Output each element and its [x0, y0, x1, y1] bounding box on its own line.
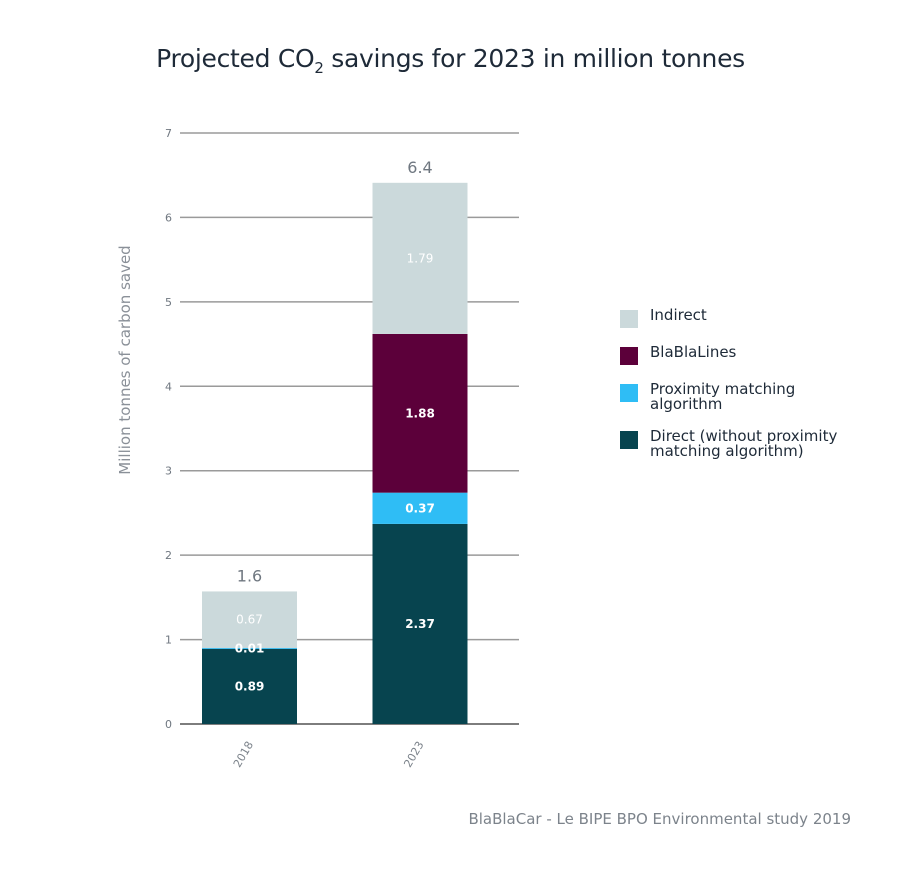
- segment-value-label: 0.67: [236, 613, 263, 627]
- legend-label: Direct (without proximity matching algor…: [650, 427, 838, 460]
- legend-item: Direct (without proximity matching algor…: [620, 429, 880, 459]
- bar-segment: [372, 523, 468, 724]
- legend-swatch: [620, 347, 638, 365]
- title-main: Projected CO: [156, 44, 315, 73]
- bar-segment: [372, 492, 468, 524]
- segment-value-label: 1.88: [405, 406, 435, 420]
- bar-segment: [372, 333, 468, 493]
- y-tick-label: 5: [165, 296, 172, 309]
- y-tick-label: 0: [165, 718, 172, 731]
- source-note: BlaBlaCar - Le BIPE BPO Environmental st…: [468, 810, 851, 828]
- legend-swatch: [620, 431, 638, 449]
- bar-group-2023: 2.37 0.37 1.88 1.79 6.4: [372, 158, 468, 724]
- legend-label: Proximity matching algorithm: [650, 380, 796, 413]
- x-tick-label: 2023: [401, 739, 426, 770]
- segment-value-label: 0.01: [235, 641, 265, 655]
- y-tick-label: 7: [165, 127, 172, 140]
- bar-segment: [202, 648, 297, 724]
- bar-segment: [372, 182, 468, 334]
- segment-value-label: 1.79: [407, 251, 434, 265]
- y-tick-label: 1: [165, 634, 172, 647]
- legend-item: Indirect: [620, 308, 880, 328]
- x-tick-label: 2018: [231, 739, 256, 770]
- y-axis-label: Million tonnes of carbon saved: [116, 245, 134, 474]
- chart-title: Projected CO2 savings for 2023 in millio…: [0, 44, 901, 77]
- legend-swatch: [620, 384, 638, 402]
- y-tick-label: 3: [165, 465, 172, 478]
- y-tick-label: 4: [165, 380, 172, 393]
- y-tick-labels: 0 1 2 3 4 5 6 7: [165, 127, 172, 731]
- segment-value-label: 0.37: [405, 501, 435, 515]
- segment-value-label: 0.89: [235, 679, 265, 693]
- segment-value-label: 2.37: [405, 617, 435, 631]
- bar-total-label: 6.4: [407, 158, 432, 177]
- bars: 0.89 0.01 0.67 1.6 2.37 0.37 1.88 1.79 6.4: [202, 158, 468, 724]
- bar-group-2018: 0.89 0.01 0.67 1.6: [202, 566, 297, 724]
- bar-segment: [202, 591, 297, 649]
- legend-item: Proximity matching algorithm: [620, 382, 880, 412]
- legend-swatch: [620, 310, 638, 328]
- x-tick-labels: 2018 2023: [231, 739, 427, 770]
- bar-total-label: 1.6: [237, 566, 262, 585]
- y-tick-label: 2: [165, 549, 172, 562]
- title-subscript: 2: [314, 59, 324, 77]
- legend: Indirect BlaBlaLines Proximity matching al…: [620, 308, 880, 476]
- legend-label: Indirect: [650, 306, 707, 324]
- legend-label: BlaBlaLines: [650, 343, 737, 361]
- legend-item: BlaBlaLines: [620, 345, 880, 365]
- title-rest: savings for 2023 in million tonnes: [323, 44, 745, 73]
- y-tick-label: 6: [165, 211, 172, 224]
